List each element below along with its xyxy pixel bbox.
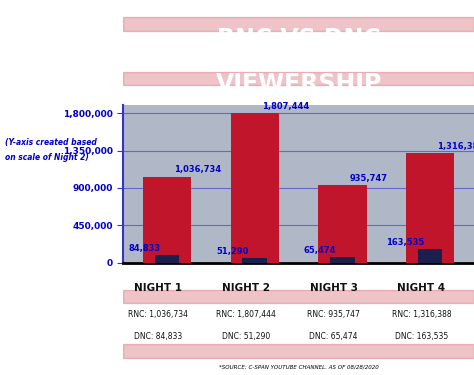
Bar [123,44,474,58]
Bar [330,257,355,262]
Bar [123,153,474,167]
Bar [123,235,474,249]
Bar [123,344,474,358]
Text: on scale of Night 2): on scale of Night 2) [5,153,89,162]
Bar [123,72,474,85]
Bar [123,99,474,112]
Bar [123,181,474,194]
Text: (Y-axis created based: (Y-axis created based [5,138,97,147]
Text: DNC: 51,290: DNC: 51,290 [222,332,270,341]
Bar [123,17,474,31]
Text: 1,807,444: 1,807,444 [262,102,309,111]
Text: RNC: 1,316,388: RNC: 1,316,388 [392,310,451,319]
Text: 163,535: 163,535 [386,238,424,247]
Bar [143,177,191,262]
Bar [319,185,366,262]
Text: 935,747: 935,747 [350,174,388,183]
Bar [123,208,474,222]
Text: NIGHT 1: NIGHT 1 [134,283,182,293]
Bar [243,258,267,262]
Text: DNC: 84,833: DNC: 84,833 [134,332,182,341]
Bar [418,249,442,262]
Text: VIEWERSHIP: VIEWERSHIP [215,72,382,96]
Text: 84,833: 84,833 [129,244,161,254]
Text: *SOURCE: C-SPAN YOUTUBE CHANNEL. AS OF 08/28/2020: *SOURCE: C-SPAN YOUTUBE CHANNEL. AS OF 0… [219,364,379,369]
Text: RNC: 935,747: RNC: 935,747 [307,310,360,319]
Text: DNC: 163,535: DNC: 163,535 [395,332,448,341]
Text: NIGHT 4: NIGHT 4 [397,283,446,293]
Bar [123,262,474,276]
Bar [123,290,474,303]
Text: NIGHT 3: NIGHT 3 [310,283,358,293]
Bar [123,317,474,331]
Text: NIGHT 2: NIGHT 2 [222,283,270,293]
Text: 1,036,734: 1,036,734 [174,165,221,174]
Bar [406,153,454,262]
Text: RNC: 1,036,734: RNC: 1,036,734 [128,310,188,319]
Text: RNC VS DNC: RNC VS DNC [217,27,381,51]
Text: DNC: 65,474: DNC: 65,474 [310,332,358,341]
Bar [155,255,179,262]
Text: 51,290: 51,290 [216,247,249,256]
Bar [231,112,279,262]
Text: 1,316,388: 1,316,388 [438,142,474,151]
Text: RNC: 1,807,444: RNC: 1,807,444 [216,310,276,319]
Text: 65,474: 65,474 [304,246,337,255]
Bar [123,126,474,140]
